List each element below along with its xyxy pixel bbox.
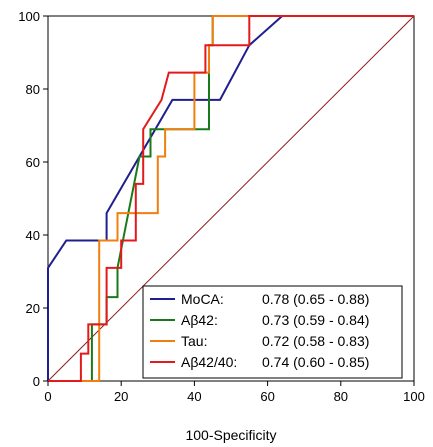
y-tick-label: 20 (26, 301, 40, 316)
y-tick-label: 40 (26, 228, 40, 243)
reference-diagonal-line (47, 15, 415, 382)
plot-area (47, 15, 415, 382)
legend-series-name: MoCA: (181, 291, 224, 307)
x-axis-ticks: 0 20 40 60 80 100 (44, 381, 425, 404)
legend-series-name: Aβ42: (181, 312, 218, 328)
x-tick-label: 100 (403, 389, 425, 404)
x-axis-title: 100-Specificity (185, 427, 276, 443)
y-tick-label: 0 (33, 374, 40, 389)
series-line-3 (48, 15, 414, 382)
series-layer (47, 15, 414, 382)
legend-box (142, 285, 403, 379)
legend-series-name: Aβ42/40: (181, 354, 237, 370)
legend-auc-value: 0.73 (0.59 - 0.84) (262, 312, 369, 328)
legend-series-name: Tau: (181, 333, 207, 349)
series-line-2 (48, 15, 414, 382)
y-tick-label: 80 (26, 82, 40, 97)
y-tick-label: 60 (26, 155, 40, 170)
legend-auc-value: 0.74 (0.60 - 0.85) (262, 354, 369, 370)
x-tick-label: 60 (260, 389, 274, 404)
x-tick-label: 40 (187, 389, 201, 404)
legend: MoCA: 0.78 (0.65 - 0.88) Aβ42: 0.73 (0.59 -… (142, 285, 403, 379)
x-tick-label: 20 (114, 389, 128, 404)
y-tick-label: 100 (18, 9, 40, 24)
x-tick-label: 80 (334, 389, 348, 404)
x-tick-label: 0 (44, 389, 51, 404)
y-axis-ticks: 0 20 40 60 80 100 (18, 9, 48, 389)
legend-auc-value: 0.78 (0.65 - 0.88) (262, 291, 369, 307)
legend-auc-value: 0.72 (0.58 - 0.83) (262, 333, 369, 349)
